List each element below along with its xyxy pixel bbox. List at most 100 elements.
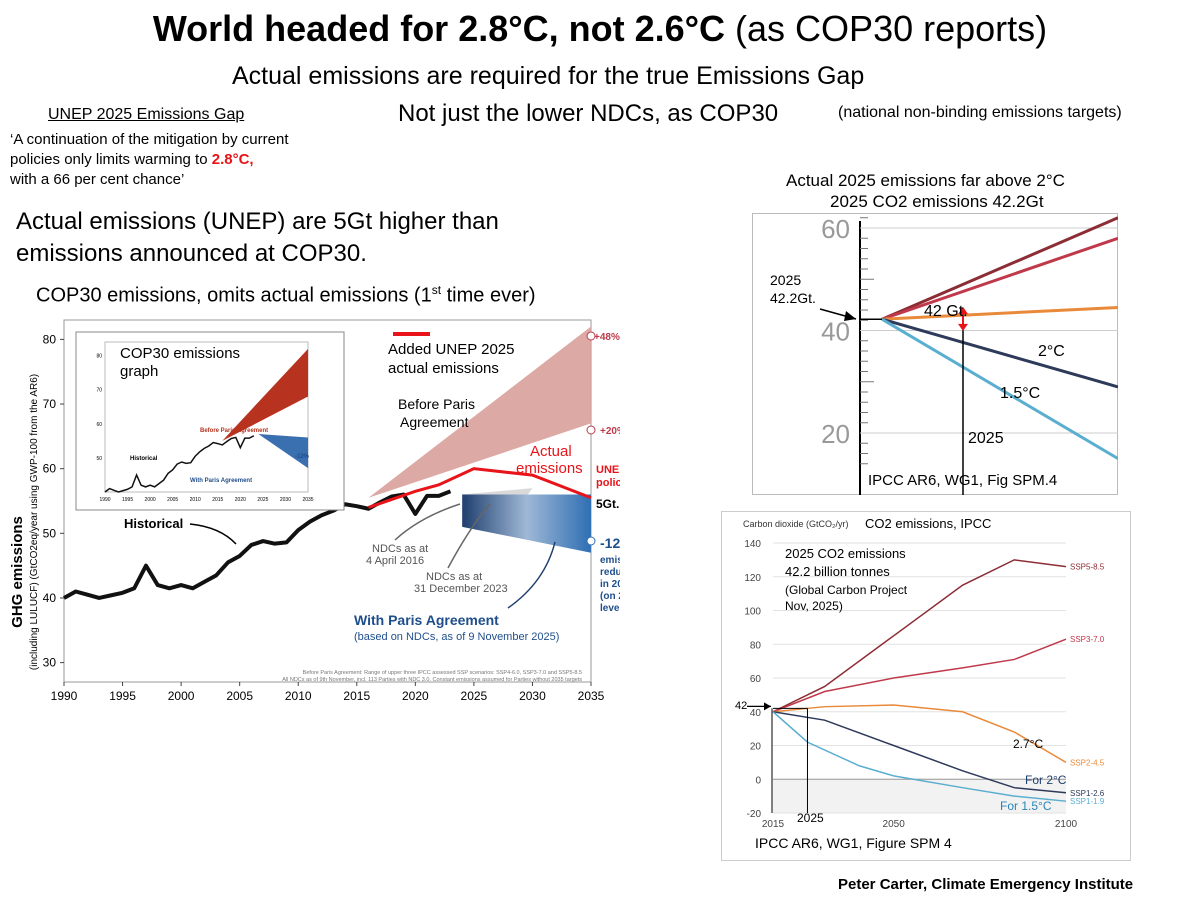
with-paris-band — [462, 494, 591, 553]
quote-line-1: ‘A continuation of the mitigation by cur… — [10, 131, 289, 148]
ndc2023-arrow — [447, 503, 491, 569]
ipcc-y-tick: -20 — [747, 809, 762, 820]
footnote-1: Before Paris Agreement: Range of upper t… — [303, 670, 582, 676]
five-gt-label: 5Gt. more — [596, 497, 620, 511]
inset-x-tick: 1990 — [99, 497, 110, 503]
claim-text: Actual emissions (UNEP) are 5Gt higher t… — [16, 206, 499, 270]
inset-x-tick: 2010 — [190, 497, 201, 503]
minus12-marker — [586, 536, 596, 546]
unep-heading: UNEP 2025 Emissions Gap — [48, 106, 245, 123]
ipcc-for15-label: For 1.5°C — [1000, 799, 1052, 813]
zoom-gap-label: 42 Gt. — [924, 303, 968, 320]
ipcc-note-3: (Global Carbon Project — [785, 583, 908, 597]
ipcc-27c-label: 2.7°C — [1013, 737, 1043, 751]
plus20-marker — [586, 425, 596, 435]
ipcc-series-label: SSP1-1.9 — [1070, 797, 1105, 806]
ipcc-y-tick: 80 — [750, 640, 762, 651]
zoom-2c-label: 2°C — [1038, 343, 1065, 360]
ipcc-series-label: SSP3-7.0 — [1070, 635, 1105, 644]
zoom-value-label: 42.2Gt. — [770, 290, 816, 306]
main-ylabel: GHG emissions — [9, 516, 26, 628]
main-x-tick-label: 1990 — [51, 689, 78, 703]
inset-x-tick: 2015 — [212, 497, 223, 503]
ipcc-y-tick: 100 — [744, 607, 761, 618]
zoom-chart-title: Actual 2025 emissions far above 2°C — [786, 171, 1065, 190]
plus48-marker — [586, 331, 596, 341]
claim-line-1: Actual emissions (UNEP) are 5Gt higher t… — [16, 208, 499, 235]
ipcc-source: IPCC AR6, WG1, Figure SPM 4 — [755, 835, 952, 851]
historical-line — [63, 489, 452, 600]
zoom-line-0 — [881, 216, 1118, 321]
inset-chart: Historical Before Paris Agreement With Par… — [75, 331, 345, 511]
ndc2016-label: NDCs as at — [372, 543, 428, 555]
ipcc-note-2: 42.2 billion tonnes — [785, 564, 890, 579]
ipcc-line-SSP5-8.5 — [772, 559, 1067, 713]
actual-emissions-line — [367, 467, 592, 509]
inset-x-tick: 2035 — [302, 497, 313, 503]
with-paris-label: With Paris Agreement — [354, 612, 499, 628]
legend-added-2: actual emissions — [388, 360, 499, 377]
ipcc-note-1: 2025 CO2 emissions — [785, 546, 906, 561]
zoom-line-1 — [881, 236, 1118, 321]
inset-x-tick: 1995 — [122, 497, 133, 503]
zoom-line-2 — [881, 305, 1118, 321]
inset-x-tick: 2025 — [257, 497, 268, 503]
inset-minus12: -12% — [295, 454, 310, 460]
zoom-chart: 20 40 60 2025 42.2Gt. 42 Gt. 2°C 1.5°C 202… — [752, 213, 1118, 495]
footer-credit: Peter Carter, Climate Emergency Institut… — [838, 876, 1134, 893]
with-paris-sub: (based on NDCs, as of 9 November 2025) — [354, 631, 559, 643]
zoom-line-4 — [881, 317, 1118, 460]
inset-label-2: graph — [120, 363, 158, 380]
actual-label: Actual — [530, 443, 572, 460]
main-y-tick-label: 40 — [43, 591, 57, 605]
ndc2023-label-2: 31 December 2023 — [414, 583, 508, 595]
ndc2023-label: NDCs as at — [426, 571, 482, 583]
quote-line-3: with a 66 per cent chance’ — [10, 171, 185, 188]
inset-x-tick: 2020 — [235, 497, 246, 503]
ipcc-co2-chart: Carbon dioxide (GtCO₂/yr) CO2 emissions,… — [721, 511, 1131, 861]
ipcc-y-tick: 40 — [750, 708, 762, 719]
inset-historical-label: Historical — [130, 456, 158, 462]
zoom-gap-arrow-down — [958, 323, 968, 332]
main-y-tick-label: 80 — [43, 332, 57, 346]
ipcc-x-tick: 2100 — [1055, 819, 1078, 830]
inset-y-tick: 50 — [96, 456, 102, 462]
ndc2016-label-2: 4 April 2016 — [366, 555, 424, 567]
main-y-tick-label: 60 — [43, 462, 57, 476]
main-x-tick-label: 2030 — [519, 689, 546, 703]
ipcc-series-label: SSP2-4.5 — [1070, 758, 1105, 767]
main-x-tick-label: 2020 — [402, 689, 429, 703]
inset-label-1: COP30 emissions — [120, 345, 240, 362]
ipcc-y-tick: 120 — [744, 573, 761, 584]
inset-x-tick: 2005 — [167, 497, 178, 503]
zoom-source: IPCC AR6, WG1, Fig SPM.4 — [868, 472, 1057, 489]
reduction-4: (on 2019 — [600, 591, 620, 602]
main-x-tick-label: 2035 — [578, 689, 605, 703]
main-y-tick-label: 30 — [43, 656, 57, 670]
ipcc-line-SSP2-4.5 — [772, 704, 1067, 764]
inset-y-tick: 70 — [96, 388, 102, 394]
main-y-tick-label: 50 — [43, 526, 57, 540]
inset-y-tick: 80 — [96, 354, 102, 360]
main-emissions-chart: 1990 1995 2000 2005 2010 2015 2020 2025 2030 2035… — [0, 312, 620, 712]
page-title: World headed for 2.8°C, not 2.6°C (as CO… — [152, 8, 1048, 49]
unep-current-label-2: policies scenario — [596, 477, 620, 489]
chart-caption: COP30 emissions, omits actual emissions … — [36, 283, 536, 307]
ipcc-title: CO2 emissions, IPCC — [865, 516, 991, 531]
quote-highlight: 2.8°C, — [211, 151, 254, 168]
quote-line-2: policies only limits warming to 2.8°C, — [10, 151, 254, 168]
reduction-5: levels) — [600, 603, 620, 614]
unep-quote: ‘A continuation of the mitigation by cur… — [10, 130, 289, 190]
ipcc-2025-label: 2025 — [797, 811, 824, 825]
ipcc-x-tick: 2050 — [883, 819, 906, 830]
ipcc-series-label: SSP5-8.5 — [1070, 563, 1105, 572]
zoom-y-label: 20 — [821, 419, 850, 449]
main-x-tick-label: 2025 — [461, 689, 488, 703]
ipcc-x-tick: 2015 — [762, 819, 785, 830]
subtitle-cop30: Not just the lower NDCs, as COP30 — [398, 100, 779, 127]
ndc2016-arrow — [394, 503, 461, 541]
minus12-label: -12% — [600, 535, 620, 551]
main-x-tick-label: 2010 — [285, 689, 312, 703]
inset-x-tick: 2030 — [280, 497, 291, 503]
inset-with-paris-label: With Paris Agreement — [190, 478, 252, 484]
